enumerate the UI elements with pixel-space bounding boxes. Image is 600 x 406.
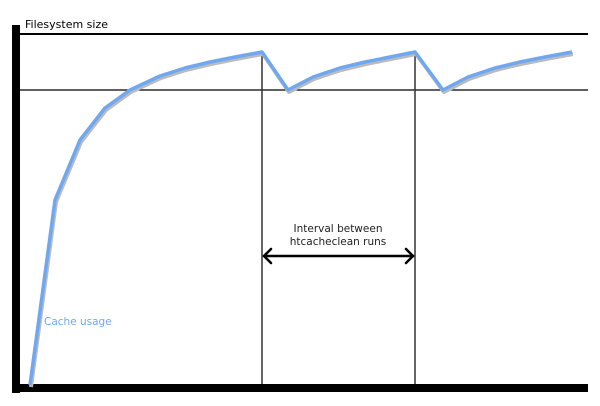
interval-label-line1: Interval between bbox=[294, 223, 383, 235]
curve-shadow bbox=[29, 52, 574, 388]
x-axis bbox=[12, 384, 588, 392]
series-label: Cache usage bbox=[44, 316, 112, 328]
y-axis-label: Filesystem size bbox=[25, 18, 108, 31]
interval-arrow bbox=[262, 247, 415, 265]
interval-label-line2: htcacheclean runs bbox=[290, 236, 387, 248]
cache-usage-curve bbox=[28, 50, 573, 386]
y-axis bbox=[12, 25, 20, 393]
